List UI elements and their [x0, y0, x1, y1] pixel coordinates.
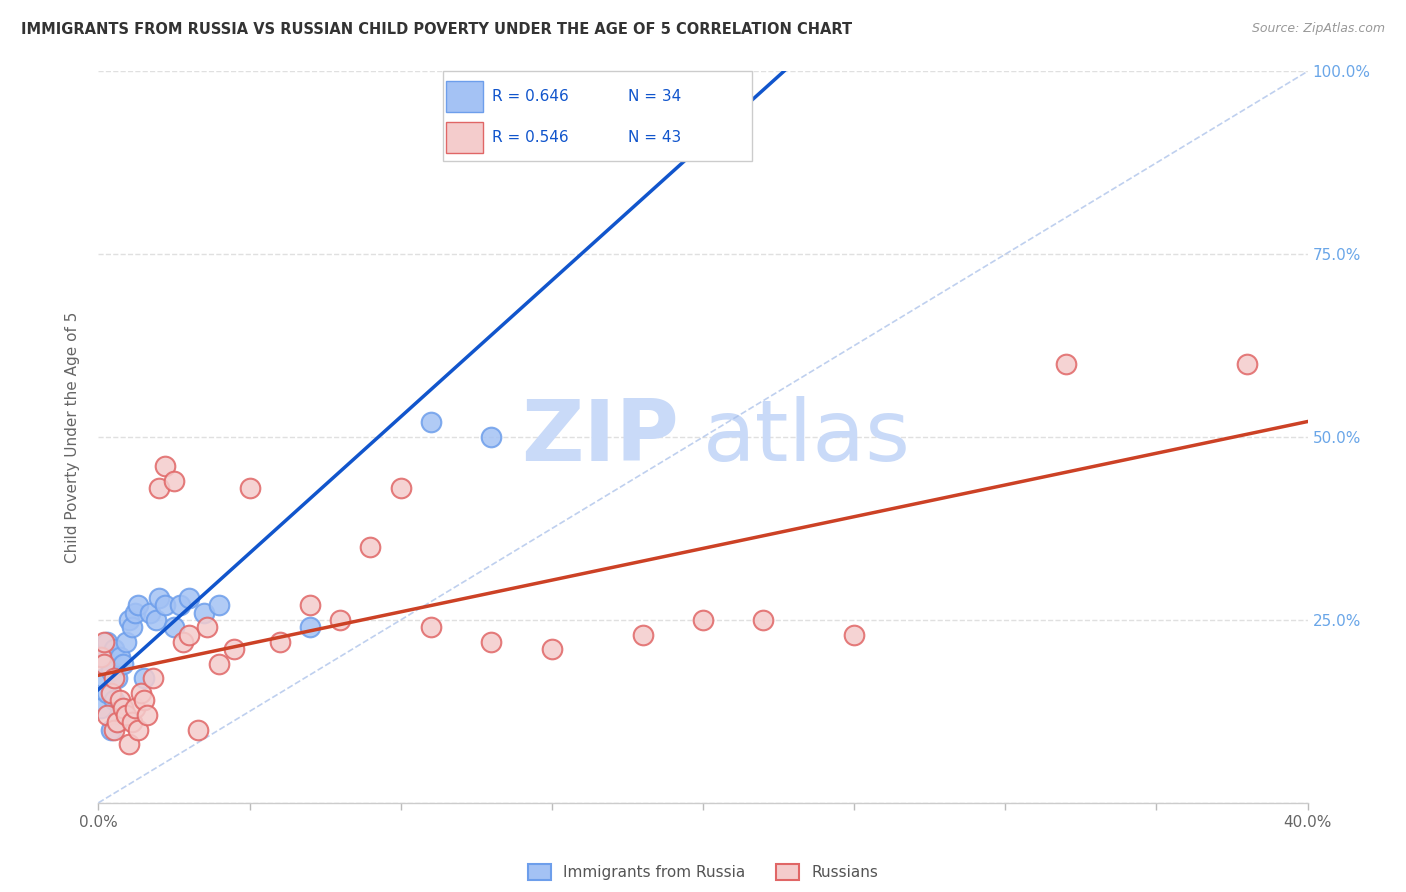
Point — [844, 627, 866, 641]
Point — [269, 635, 291, 649]
Point — [139, 606, 162, 620]
Point — [481, 635, 503, 649]
Point — [108, 693, 131, 707]
Point — [96, 708, 118, 723]
Point — [148, 481, 170, 495]
Point — [105, 715, 128, 730]
Point — [111, 700, 134, 714]
Point — [540, 642, 562, 657]
Point — [135, 708, 157, 723]
Text: atlas: atlas — [703, 395, 911, 479]
Point — [481, 430, 503, 444]
Point — [127, 723, 149, 737]
Point — [103, 693, 125, 707]
Point — [153, 459, 176, 474]
Point — [111, 700, 134, 714]
Point — [108, 708, 131, 723]
Point — [692, 613, 714, 627]
Point — [586, 87, 609, 101]
Text: R = 0.646: R = 0.646 — [492, 89, 569, 103]
Point — [100, 723, 122, 737]
Point — [132, 672, 155, 686]
Point — [118, 613, 141, 627]
Point — [145, 613, 167, 627]
Point — [93, 635, 115, 649]
Point — [90, 649, 112, 664]
Point — [187, 723, 209, 737]
Point — [329, 613, 352, 627]
Point — [142, 672, 165, 686]
Point — [100, 664, 122, 678]
Point — [420, 620, 443, 634]
FancyBboxPatch shape — [443, 71, 752, 161]
Point — [148, 591, 170, 605]
Point — [208, 599, 231, 613]
Point — [118, 737, 141, 751]
Point — [1054, 357, 1077, 371]
Point — [124, 606, 146, 620]
Point — [169, 599, 191, 613]
Text: N = 34: N = 34 — [628, 89, 682, 103]
Point — [179, 627, 201, 641]
Point — [153, 599, 176, 613]
Text: IMMIGRANTS FROM RUSSIA VS RUSSIAN CHILD POVERTY UNDER THE AGE OF 5 CORRELATION C: IMMIGRANTS FROM RUSSIA VS RUSSIAN CHILD … — [21, 22, 852, 37]
Text: Source: ZipAtlas.com: Source: ZipAtlas.com — [1251, 22, 1385, 36]
Text: ZIP: ZIP — [522, 395, 679, 479]
Point — [90, 700, 112, 714]
Point — [360, 540, 382, 554]
Point — [208, 657, 231, 671]
Point — [96, 635, 118, 649]
Point — [96, 686, 118, 700]
Point — [179, 591, 201, 605]
Point — [631, 627, 654, 641]
Point — [114, 708, 136, 723]
Legend: Immigrants from Russia, Russians: Immigrants from Russia, Russians — [522, 858, 884, 886]
Point — [121, 620, 143, 634]
Point — [103, 723, 125, 737]
Point — [132, 693, 155, 707]
Point — [93, 657, 115, 671]
Point — [129, 686, 152, 700]
Point — [127, 599, 149, 613]
Text: R = 0.546: R = 0.546 — [492, 130, 569, 145]
Point — [193, 606, 215, 620]
Point — [93, 649, 115, 664]
Point — [163, 474, 186, 488]
Point — [93, 672, 115, 686]
Point — [239, 481, 262, 495]
FancyBboxPatch shape — [446, 122, 484, 153]
Point — [389, 481, 412, 495]
Text: N = 43: N = 43 — [628, 130, 682, 145]
Point — [105, 715, 128, 730]
Point — [195, 620, 218, 634]
Point — [103, 642, 125, 657]
Point — [100, 686, 122, 700]
Point — [752, 613, 775, 627]
Point — [121, 715, 143, 730]
Point — [299, 599, 322, 613]
Point — [172, 635, 194, 649]
Point — [163, 620, 186, 634]
Point — [124, 700, 146, 714]
Point — [108, 649, 131, 664]
Point — [111, 657, 134, 671]
Point — [420, 416, 443, 430]
Point — [224, 642, 246, 657]
Point — [114, 635, 136, 649]
Point — [103, 672, 125, 686]
Point — [1236, 357, 1258, 371]
FancyBboxPatch shape — [446, 81, 484, 112]
Y-axis label: Child Poverty Under the Age of 5: Child Poverty Under the Age of 5 — [65, 311, 80, 563]
Point — [105, 672, 128, 686]
Point — [299, 620, 322, 634]
